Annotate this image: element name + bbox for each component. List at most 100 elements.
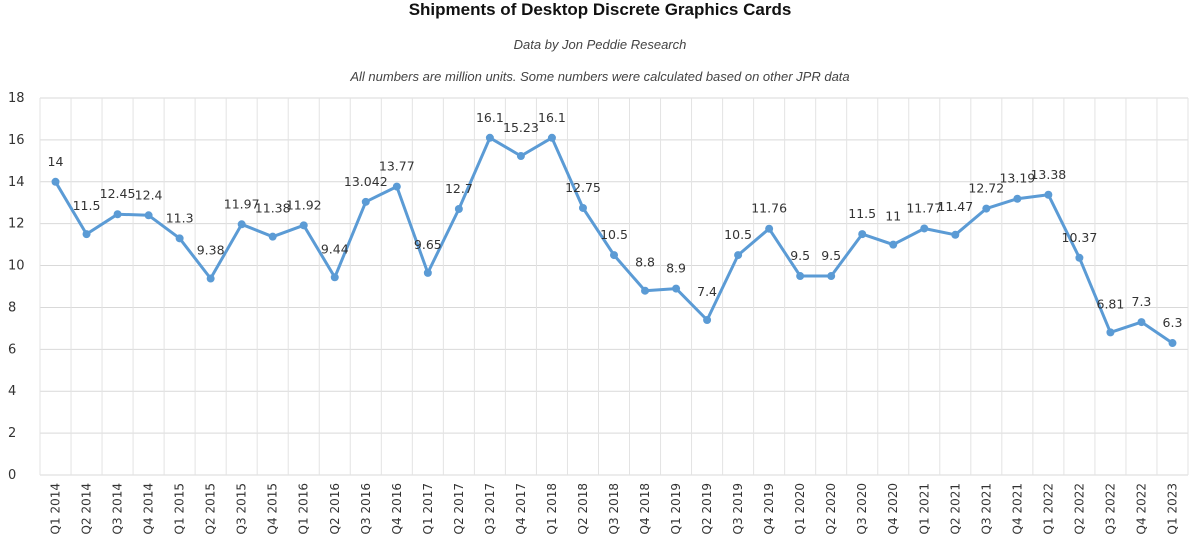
x-tick-label: Q3 2019 (731, 483, 745, 534)
data-label: 12.75 (565, 180, 601, 195)
x-tick-label: Q1 2017 (421, 483, 435, 534)
data-label: 11.97 (224, 196, 260, 211)
data-point (672, 284, 681, 293)
x-tick-label: Q1 2021 (917, 483, 931, 534)
data-point (1168, 339, 1177, 348)
y-tick-label: 10 (8, 259, 25, 274)
chart-subtitle: Data by Jon Peddie Research (513, 37, 687, 52)
data-label: 11.92 (286, 197, 322, 212)
data-label: 7.4 (697, 284, 717, 299)
x-tick-label: Q1 2022 (1041, 483, 1055, 534)
data-label: 10.5 (600, 227, 628, 242)
data-label: 14 (48, 154, 64, 169)
x-tick-label: Q4 2020 (886, 483, 900, 534)
y-tick-label: 12 (8, 217, 25, 232)
y-tick-label: 8 (8, 300, 16, 315)
data-label: 12.45 (100, 186, 136, 201)
chart-title: Shipments of Desktop Discrete Graphics C… (408, 0, 792, 19)
data-label: 9.65 (414, 237, 442, 252)
data-point (858, 230, 867, 239)
y-tick-label: 6 (8, 342, 16, 357)
data-label: 11.5 (848, 206, 876, 221)
data-point (516, 152, 525, 161)
data-label: 12.72 (968, 181, 1004, 196)
x-tick-label: Q3 2022 (1103, 483, 1117, 534)
data-label: 9.5 (821, 248, 841, 263)
data-point (703, 316, 712, 325)
x-tick-label: Q3 2016 (359, 483, 373, 534)
x-tick-label: Q4 2017 (514, 483, 528, 534)
y-tick-label: 14 (8, 175, 25, 190)
x-tick-label: Q2 2014 (80, 483, 94, 534)
x-tick-label: Q2 2015 (204, 483, 218, 534)
data-point (951, 230, 960, 239)
x-tick-label: Q4 2022 (1134, 483, 1148, 534)
data-point (641, 286, 650, 295)
data-label: 6.81 (1097, 296, 1125, 311)
data-label: 7.3 (1132, 294, 1152, 309)
x-tick-label: Q3 2015 (235, 483, 249, 534)
data-point (1075, 253, 1084, 262)
x-tick-label: Q2 2016 (328, 483, 342, 534)
data-point (1013, 194, 1022, 203)
x-tick-label: Q2 2018 (576, 483, 590, 534)
x-tick-label: Q1 2023 (1165, 483, 1179, 534)
y-tick-label: 16 (8, 133, 25, 148)
data-point (547, 133, 556, 142)
data-label: 12.7 (445, 181, 473, 196)
data-point (920, 224, 929, 233)
data-point (827, 272, 836, 281)
data-point (237, 220, 246, 229)
y-tick-label: 2 (8, 426, 16, 441)
data-label: 8.9 (666, 261, 686, 276)
x-tick-label: Q4 2015 (266, 483, 280, 534)
y-tick-label: 4 (8, 384, 16, 399)
x-tick-label: Q4 2019 (762, 483, 776, 534)
data-label: 15.23 (503, 120, 539, 135)
data-label: 11 (885, 209, 901, 224)
data-label: 13.38 (1030, 167, 1066, 182)
data-point (796, 272, 805, 281)
x-tick-label: Q3 2017 (483, 483, 497, 534)
data-point (144, 211, 153, 220)
data-label: 9.5 (790, 248, 810, 263)
data-point (361, 197, 370, 206)
data-label: 8.8 (635, 255, 655, 270)
data-point (1137, 318, 1146, 327)
x-tick-label: Q3 2021 (979, 483, 993, 534)
data-point (392, 182, 401, 191)
data-label: 12.4 (135, 187, 163, 202)
y-tick-label: 18 (8, 91, 25, 106)
data-label: 10.5 (724, 227, 752, 242)
data-label: 9.44 (321, 241, 349, 256)
data-point (175, 234, 184, 243)
data-label: 13.19 (999, 171, 1035, 186)
data-point (113, 210, 122, 219)
data-point (485, 133, 494, 142)
chart-note: All numbers are million units. Some numb… (350, 69, 850, 84)
data-point (610, 251, 618, 260)
x-tick-label: Q2 2019 (700, 483, 714, 534)
x-tick-label: Q1 2015 (173, 483, 187, 534)
data-point (982, 204, 991, 213)
data-point (330, 273, 339, 282)
data-label: 6.3 (1163, 315, 1183, 330)
data-label: 16.1 (476, 110, 504, 125)
x-tick-label: Q3 2020 (855, 483, 869, 534)
x-tick-label: Q4 2016 (390, 483, 404, 534)
data-point (423, 268, 432, 277)
data-point (1044, 190, 1053, 199)
data-label: 13.042 (344, 174, 388, 189)
data-label: 9.38 (197, 243, 225, 258)
data-label: 11.5 (73, 198, 101, 213)
data-label: 11.77 (906, 200, 942, 215)
x-tick-label: Q2 2022 (1072, 483, 1086, 534)
data-label: 16.1 (538, 110, 566, 125)
x-tick-label: Q2 2020 (824, 483, 838, 534)
data-point (268, 232, 277, 241)
data-label: 13.77 (379, 159, 415, 174)
data-point (765, 224, 774, 233)
x-tick-label: Q2 2021 (948, 483, 962, 534)
